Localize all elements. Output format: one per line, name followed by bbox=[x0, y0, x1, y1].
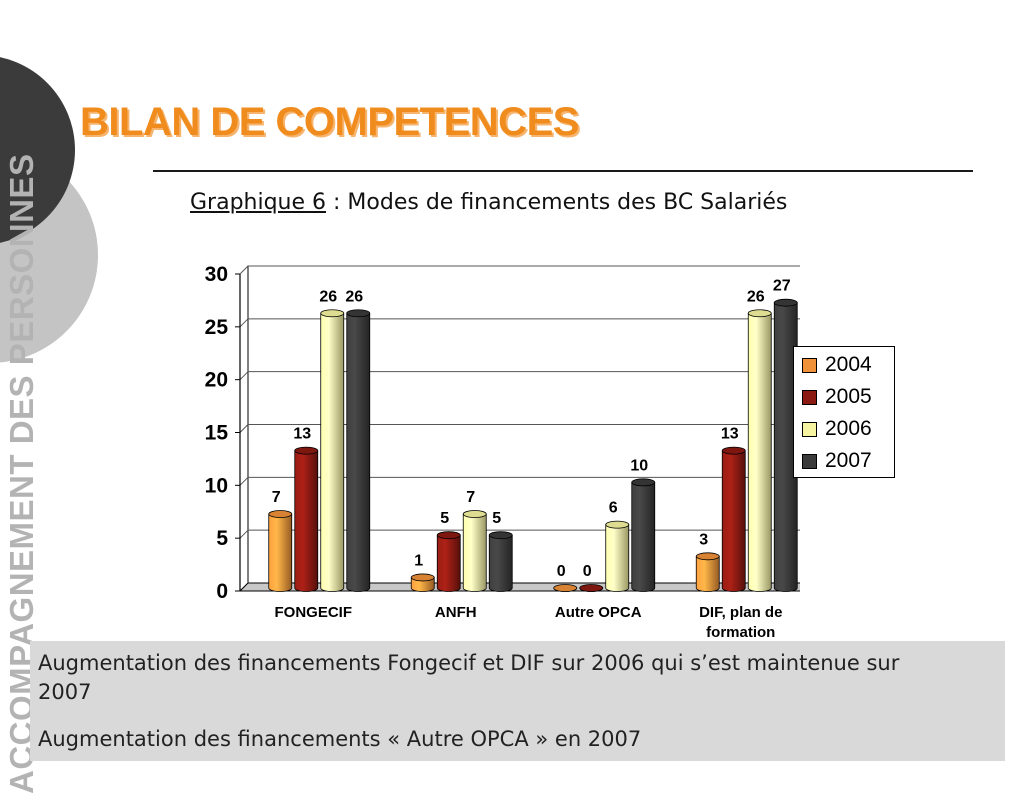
bar bbox=[605, 520, 630, 592]
bar bbox=[579, 584, 604, 592]
chart-caption-prefix: Graphique 6 bbox=[190, 190, 327, 215]
background-circles bbox=[0, 57, 98, 363]
gridline-side bbox=[239, 318, 249, 328]
notes-box: Augmentation des financements Fongecif e… bbox=[30, 641, 1005, 761]
note-2: Augmentation des financements « Autre OP… bbox=[38, 727, 642, 751]
bar bbox=[346, 309, 371, 592]
legend-label: 2006 bbox=[825, 417, 872, 440]
legend-label: 2004 bbox=[825, 353, 872, 376]
legend-item-2006: 2006 bbox=[802, 414, 872, 444]
y-tick-label: 20 bbox=[205, 369, 228, 392]
data-label: 5 bbox=[440, 510, 449, 527]
legend-item-2005: 2005 bbox=[802, 382, 872, 412]
chart-caption: Graphique 6 : Modes de financements des … bbox=[190, 190, 787, 215]
bar bbox=[553, 584, 578, 592]
y-tick-label: 5 bbox=[216, 527, 228, 550]
bar bbox=[631, 478, 656, 592]
bar bbox=[320, 309, 345, 592]
x-tick-label: FONGECIF bbox=[275, 604, 353, 621]
bar bbox=[773, 298, 798, 592]
page-title: BILAN DE COMPETENCES bbox=[80, 100, 579, 144]
y-tick-label: 15 bbox=[205, 422, 229, 445]
data-label: 26 bbox=[747, 288, 765, 305]
bar bbox=[294, 446, 319, 592]
gridline-side bbox=[239, 529, 249, 539]
data-label: 1 bbox=[414, 552, 423, 569]
bar bbox=[747, 309, 772, 592]
data-label: 26 bbox=[319, 288, 337, 305]
bar bbox=[436, 531, 461, 592]
legend-item-2007: 2007 bbox=[802, 446, 872, 476]
gridline-side bbox=[239, 265, 249, 275]
data-label: 26 bbox=[345, 288, 363, 305]
gridline-side bbox=[239, 476, 249, 486]
data-label: 10 bbox=[630, 457, 648, 474]
bar bbox=[488, 531, 513, 592]
data-label: 13 bbox=[721, 426, 739, 443]
y-tick-label: 0 bbox=[216, 580, 228, 603]
data-label: 13 bbox=[293, 426, 311, 443]
bar bbox=[721, 446, 746, 592]
legend-swatch bbox=[802, 421, 817, 437]
y-tick-label: 30 bbox=[205, 263, 228, 286]
x-tick-label: ANFH bbox=[435, 604, 477, 621]
y-tick-label: 10 bbox=[205, 474, 228, 497]
data-label: 5 bbox=[492, 510, 501, 527]
gridline-side bbox=[239, 424, 249, 433]
x-tick-label: Autre OPCA bbox=[555, 604, 642, 621]
data-label: 3 bbox=[699, 531, 708, 548]
title-divider bbox=[153, 170, 973, 172]
data-label: 0 bbox=[557, 563, 566, 580]
gridline-side bbox=[239, 371, 249, 381]
note-1: Augmentation des financements Fongecif e… bbox=[38, 651, 900, 704]
chart-legend: 2004 2005 2006 2007 bbox=[793, 346, 895, 478]
legend-swatch bbox=[802, 389, 817, 405]
chart-caption-text: : Modes de financements des BC Salariés bbox=[326, 190, 788, 215]
bar bbox=[268, 510, 293, 592]
data-label: 6 bbox=[609, 500, 618, 517]
data-label: 0 bbox=[583, 563, 592, 580]
x-tick-label: DIF, plan de bbox=[699, 604, 782, 621]
bar bbox=[695, 552, 720, 592]
bar bbox=[462, 510, 487, 592]
legend-item-2004: 2004 bbox=[802, 350, 872, 380]
legend-swatch bbox=[802, 357, 817, 373]
legend-label: 2007 bbox=[825, 449, 872, 472]
y-tick-label: 25 bbox=[205, 316, 229, 339]
data-label: 7 bbox=[272, 489, 281, 506]
data-label: 27 bbox=[773, 278, 791, 295]
data-label: 7 bbox=[466, 489, 475, 506]
legend-swatch bbox=[802, 453, 817, 469]
x-tick-label: formation bbox=[706, 624, 775, 638]
legend-label: 2005 bbox=[825, 385, 872, 408]
bar bbox=[410, 573, 435, 592]
